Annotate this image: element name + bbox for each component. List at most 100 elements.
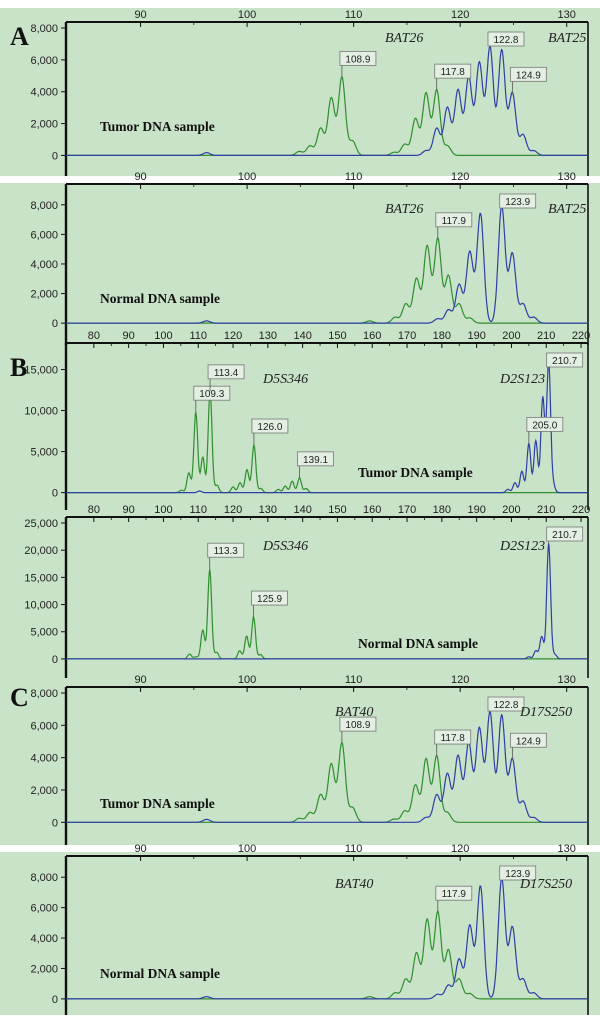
peak-label-box (435, 885, 473, 901)
peak-label: 113.3 (214, 546, 239, 557)
peak-label: 117.8 (441, 733, 466, 744)
locus-label-2: D2S123 (499, 372, 545, 387)
y-tick-label: 0 (52, 994, 58, 1006)
peak-label-box (251, 590, 288, 606)
x-tick-label: 120 (451, 843, 469, 855)
y-tick-label: 4,000 (30, 933, 58, 945)
x-tick-label: 210 (537, 504, 555, 516)
x-tick-label: 140 (293, 330, 311, 342)
peak-label-box (487, 31, 525, 47)
x-tick-label: 200 (502, 330, 520, 342)
x-tick-label: 100 (238, 674, 256, 686)
x-tick-label: 100 (238, 843, 256, 855)
x-tick-label: 90 (134, 171, 146, 183)
subpanel-1: 90 100 110 120 130 0 2,000 4,000 6,000 8,000 108.9… (0, 8, 600, 176)
y-tick-label: 2,000 (30, 785, 58, 797)
y-tick-label: 20,000 (24, 545, 58, 557)
peak-label-box (434, 63, 472, 79)
y-tick-label: 4,000 (30, 259, 58, 271)
y-tick-label: 6,000 (30, 903, 58, 915)
x-tick-label: 100 (238, 9, 256, 21)
x-tick-label: 200 (502, 504, 520, 516)
locus-label-2: BAT25 (548, 31, 586, 46)
x-tick-label: 120 (451, 171, 469, 183)
peak-label: 125.9 (257, 594, 282, 605)
x-tick-label: 190 (467, 504, 485, 516)
peak-label: 126.0 (257, 422, 282, 433)
peak-label-box (546, 352, 584, 368)
trace-blue (66, 360, 588, 494)
x-tick-label: 180 (433, 330, 451, 342)
peak-label-box (509, 732, 547, 748)
y-tick-label: 10,000 (24, 406, 58, 418)
x-tick-label: 130 (558, 843, 576, 855)
y-tick-label: 8,000 (30, 688, 58, 700)
x-tick-label: 190 (467, 330, 485, 342)
y-tick-label: 0 (52, 318, 58, 330)
sample-label: Normal DNA sample (100, 291, 220, 306)
x-tick-label: 100 (154, 504, 172, 516)
peak-label: 124.9 (516, 70, 541, 81)
x-tick-label: 90 (134, 9, 146, 21)
x-tick-label: 220 (572, 330, 590, 342)
peak-label: 210.7 (552, 356, 577, 367)
y-tick-label: 8,000 (30, 200, 58, 212)
peak-label: 122.8 (493, 700, 518, 711)
peak-label: 109.3 (199, 389, 224, 400)
y-tick-label: 2,000 (30, 963, 58, 975)
peak-label: 117.8 (441, 67, 466, 78)
peak-label: 123.9 (505, 197, 530, 208)
y-tick-label: 5,000 (30, 627, 58, 639)
peak-label-box (546, 526, 584, 542)
locus-label-2: D17S250 (519, 705, 572, 720)
x-tick-label: 160 (363, 330, 381, 342)
locus-label-1: D5S346 (262, 372, 308, 387)
trace-blue (66, 204, 588, 324)
panel-letter-c: C (10, 683, 29, 712)
peak-label: 108.9 (345, 54, 370, 65)
panel-letter-b: B (10, 353, 27, 382)
peak-label: 117.9 (442, 889, 467, 900)
x-tick-label: 210 (537, 330, 555, 342)
y-tick-label: 0 (52, 150, 58, 162)
peak-label: 210.7 (552, 530, 577, 541)
peak-label: 139.1 (303, 455, 328, 466)
peak-label: 117.9 (442, 216, 467, 227)
locus-label-1: D5S346 (262, 539, 308, 554)
x-tick-label: 130 (558, 171, 576, 183)
x-tick-label: 110 (345, 9, 363, 21)
panel-letter-a: A (10, 22, 29, 51)
peak-label-box (434, 729, 472, 745)
plot-background (0, 510, 600, 678)
subpanel-4: 80 90 100 110 120 130 140 150 160 170 180 190 200 210… (0, 504, 600, 678)
subpanel-2: 90 100 110 120 130 0 2,000 4,000 6,000 8,000 117.9… (0, 171, 600, 345)
peak-label-box (207, 364, 245, 380)
peak-label-box (339, 50, 377, 66)
x-tick-label: 110 (189, 330, 207, 342)
subpanel-3: 80 90 100 110 120 130 140 150 160 170 180 190 200 210… (0, 330, 600, 510)
x-tick-label: 150 (328, 330, 346, 342)
y-tick-label: 15,000 (24, 572, 58, 584)
panel-letters: A B C (10, 22, 29, 712)
peak-label: 205.0 (532, 420, 557, 431)
y-tick-label: 0 (52, 488, 58, 500)
peak-label-box (435, 212, 473, 228)
peak-label-box (499, 865, 537, 881)
x-tick-label: 120 (451, 674, 469, 686)
locus-label-2: D2S123 (499, 539, 545, 554)
locus-label-2: BAT25 (548, 202, 586, 217)
x-tick-label: 220 (572, 504, 590, 516)
y-tick-label: 6,000 (30, 55, 58, 67)
x-tick-label: 130 (259, 330, 277, 342)
x-tick-label: 180 (433, 504, 451, 516)
trace-blue (66, 709, 588, 823)
plot-background (0, 183, 600, 345)
x-tick-label: 90 (134, 674, 146, 686)
peak-label-box (499, 193, 537, 209)
panels-layer: 90 100 110 120 130 0 2,000 4,000 6,000 8,000 108.9… (0, 8, 600, 1015)
sample-label: Tumor DNA sample (100, 796, 215, 811)
trace-blue (66, 876, 588, 1000)
locus-label-2: D17S250 (519, 877, 572, 892)
peak-label-box (509, 66, 547, 82)
peak-label: 113.4 (214, 368, 239, 379)
